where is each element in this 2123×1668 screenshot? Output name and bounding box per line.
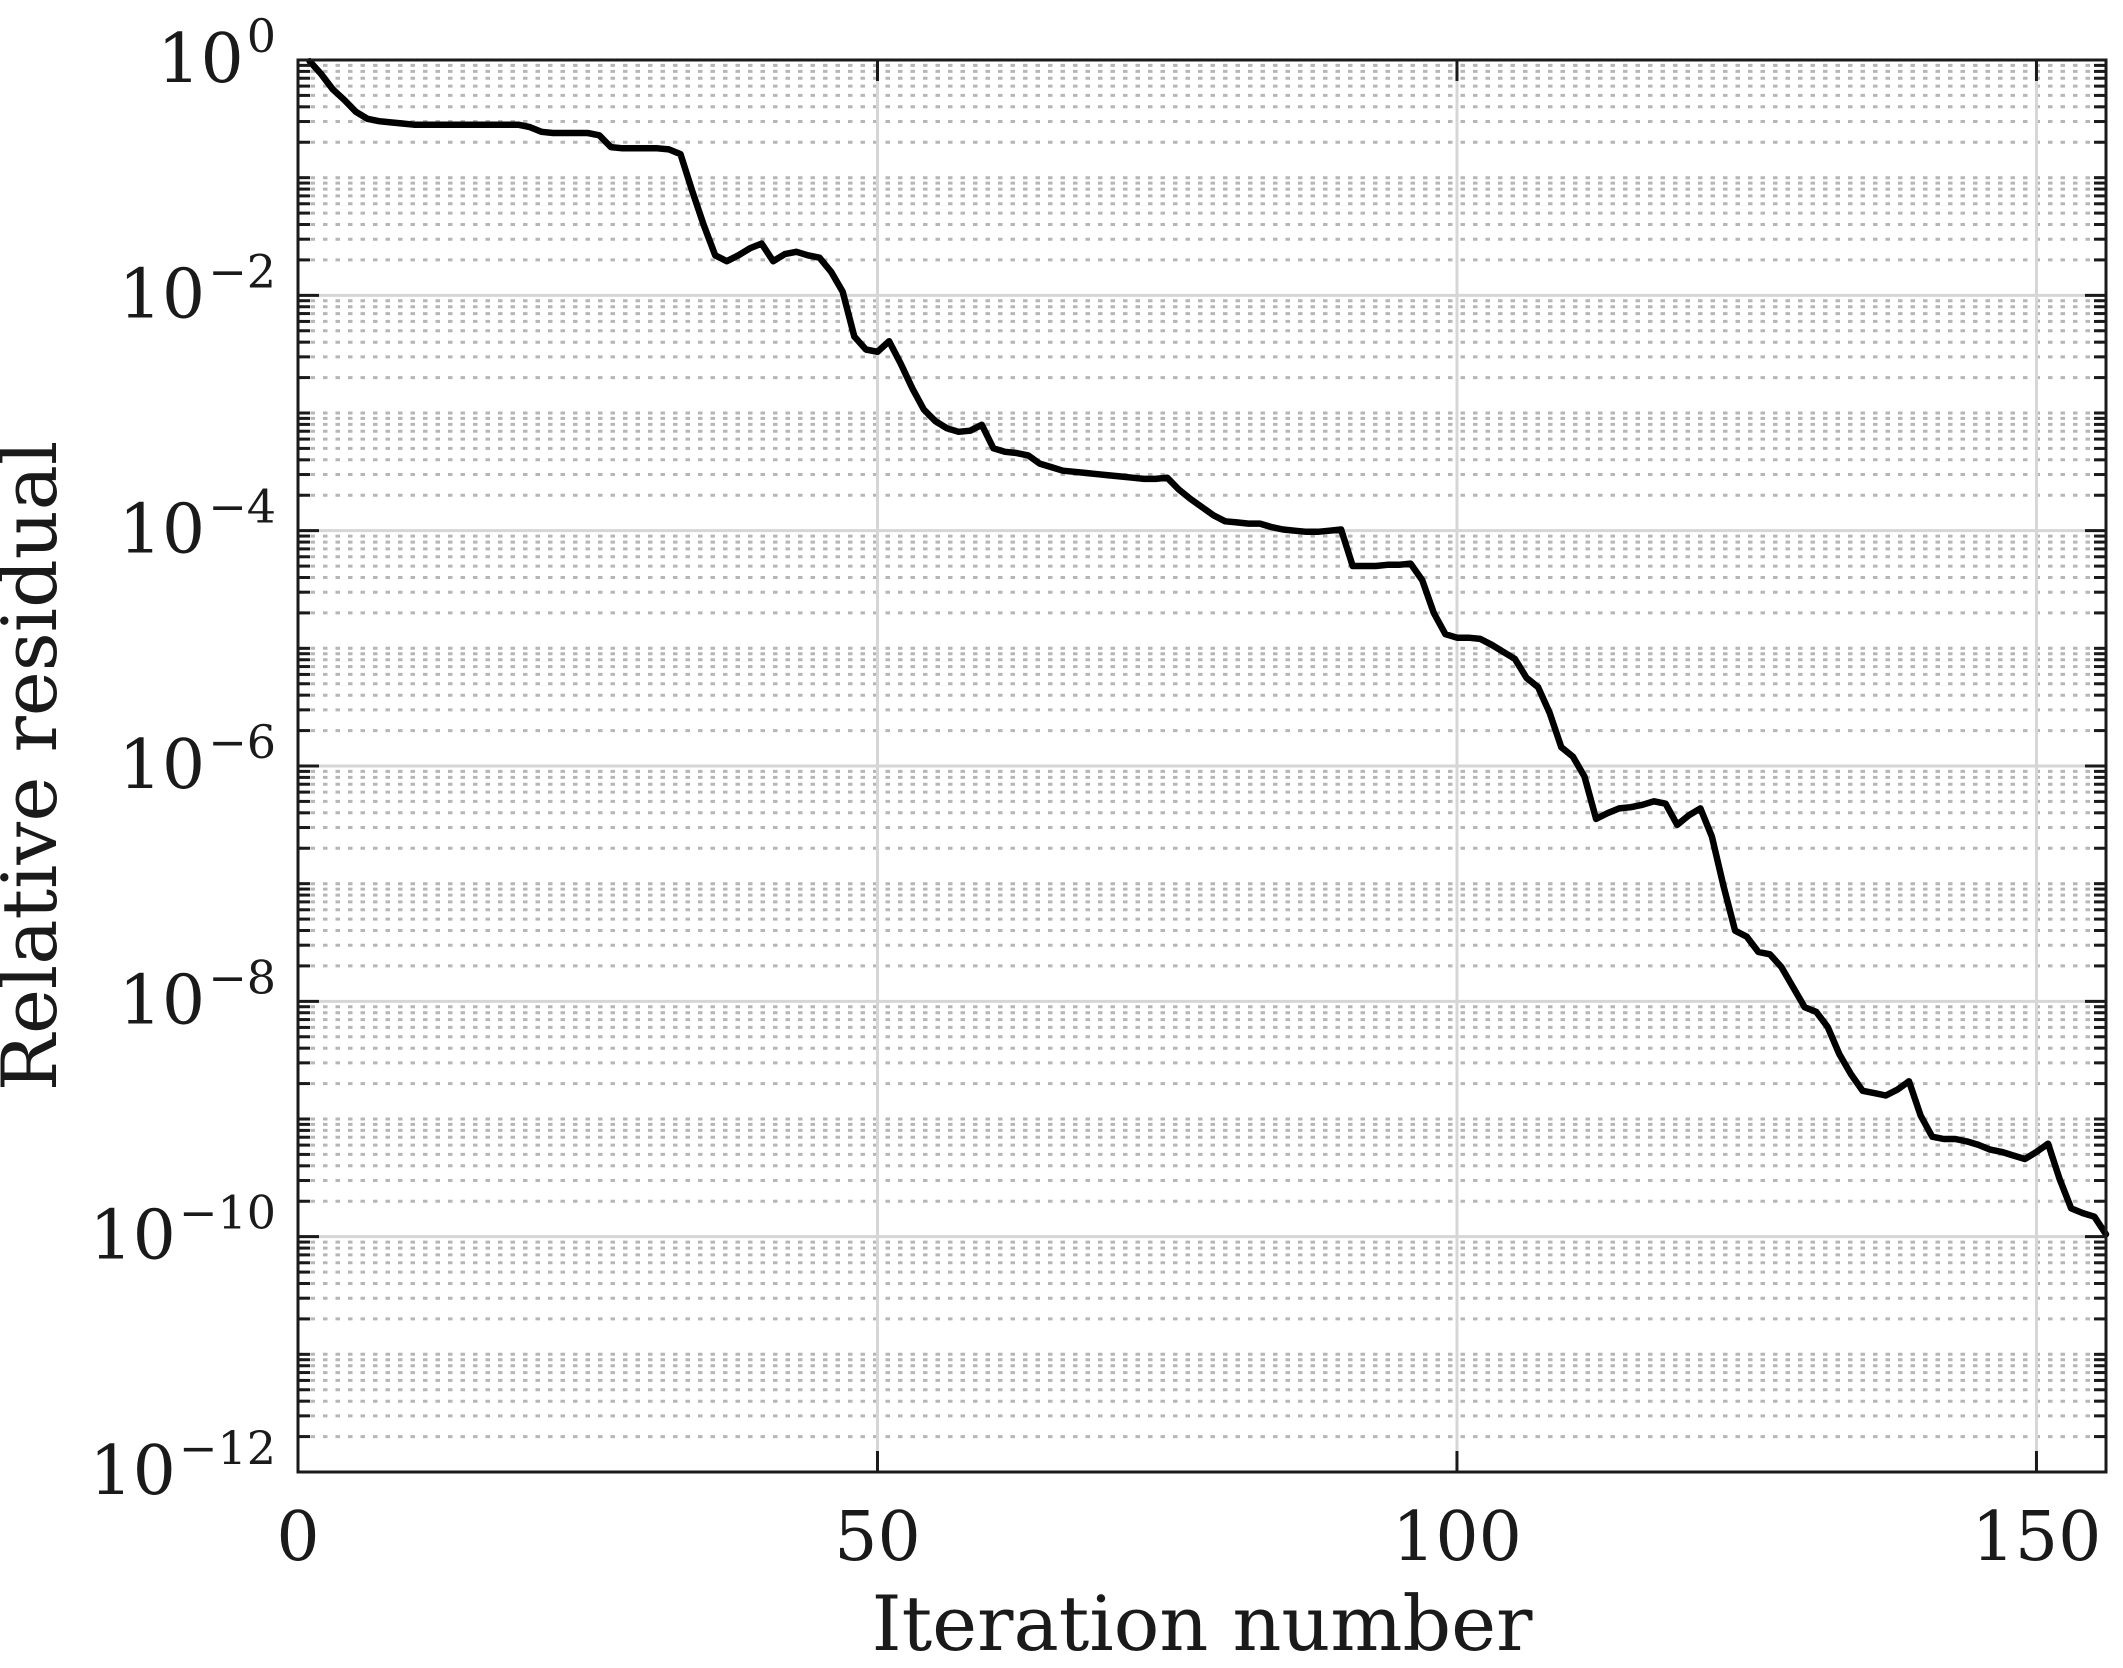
- residual-curve: [306, 57, 2110, 1238]
- minor-gridlines: [298, 63, 2106, 1439]
- y-tick-label: 10−2: [119, 244, 276, 334]
- y-tick-labels: 100 10−2 10−4 10−6 10−8 10−10 10−12: [89, 9, 276, 1511]
- x-tick-label: 100: [1392, 1498, 1522, 1577]
- y-tick-label: 10−4: [119, 480, 276, 570]
- y-tick-label: 10−10: [89, 1186, 276, 1276]
- y-tick-label: 10−6: [119, 715, 276, 805]
- x-tick-label: 150: [1972, 1498, 2102, 1577]
- x-axis-label: Iteration number: [872, 1579, 1533, 1668]
- x-tick-label: 50: [834, 1498, 921, 1577]
- axis-ticks: [296, 58, 2106, 1474]
- y-tick-label: 10−8: [119, 950, 276, 1040]
- y-axis-label: Relative residual: [0, 441, 74, 1092]
- x-tick-labels: 0 50 100 150: [276, 1498, 2101, 1577]
- major-gridlines: [298, 60, 2106, 1472]
- y-tick-label: 10−12: [89, 1421, 276, 1511]
- y-tick-label: 100: [157, 9, 276, 99]
- x-tick-label: 0: [276, 1498, 319, 1577]
